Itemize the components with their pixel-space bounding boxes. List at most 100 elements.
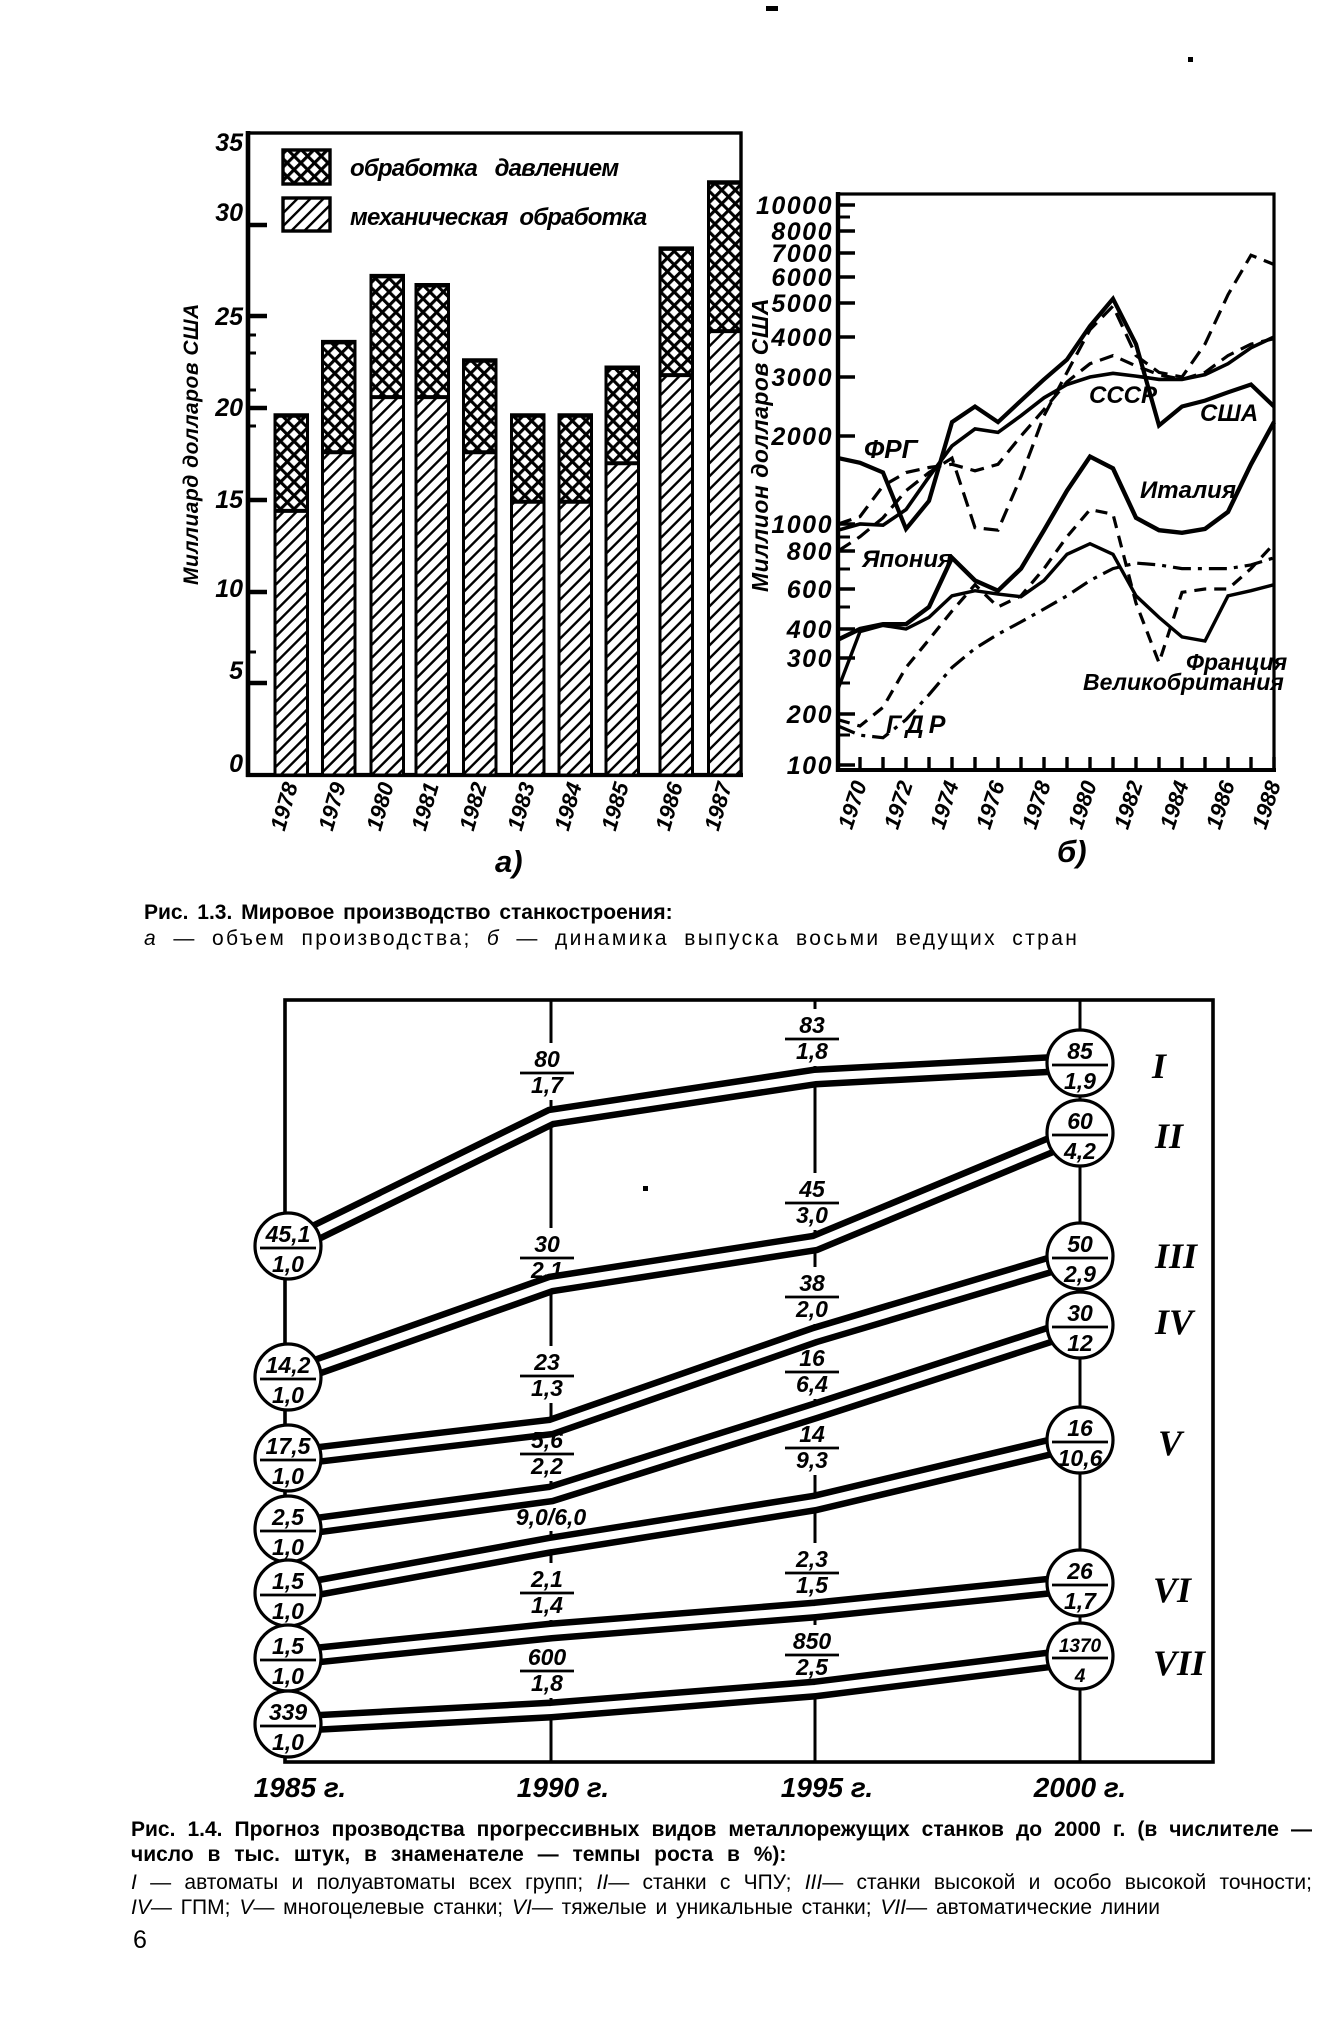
svg-text:100: 100	[787, 752, 833, 780]
svg-text:1978: 1978	[1017, 777, 1056, 832]
svg-text:12: 12	[1067, 1330, 1093, 1356]
svg-text:38: 38	[799, 1270, 825, 1296]
svg-text:9,3: 9,3	[796, 1447, 828, 1473]
svg-text:5: 5	[229, 657, 244, 685]
svg-text:2,1: 2,1	[530, 1257, 563, 1283]
svg-text:3000: 3000	[771, 364, 833, 392]
svg-text:35: 35	[215, 129, 244, 157]
svg-text:1,3: 1,3	[531, 1375, 563, 1401]
svg-text:1,0: 1,0	[272, 1534, 304, 1560]
svg-text:16: 16	[799, 1345, 825, 1371]
svg-text:7000: 7000	[771, 240, 833, 268]
svg-text:1,4: 1,4	[531, 1592, 563, 1618]
svg-text:1986: 1986	[1201, 777, 1240, 832]
svg-text:1979: 1979	[313, 779, 351, 834]
svg-text:26: 26	[1066, 1558, 1093, 1584]
svg-text:2,5: 2,5	[271, 1504, 305, 1530]
svg-text:1,0: 1,0	[272, 1598, 304, 1624]
svg-text:Япония: Япония	[861, 546, 952, 573]
svg-text:1,0: 1,0	[272, 1463, 304, 1489]
svg-text:США: США	[1200, 400, 1258, 427]
svg-text:4,2: 4,2	[1063, 1138, 1096, 1164]
svg-text:IV: IV	[1154, 1302, 1196, 1342]
svg-text:III: III	[1154, 1236, 1199, 1276]
svg-text:3,0: 3,0	[796, 1202, 828, 1228]
svg-text:Миллион долларов США: Миллион долларов США	[747, 298, 773, 592]
svg-text:2,3: 2,3	[795, 1546, 828, 1572]
svg-text:20: 20	[214, 394, 243, 422]
svg-text:600: 600	[787, 576, 833, 604]
svg-text:Франция: Франция	[1186, 649, 1288, 675]
svg-text:6000: 6000	[771, 264, 833, 292]
svg-text:1986: 1986	[650, 779, 688, 834]
svg-text:8000: 8000	[771, 218, 833, 246]
svg-text:1987: 1987	[699, 778, 737, 834]
svg-text:1,5: 1,5	[796, 1572, 829, 1598]
svg-text:6,4: 6,4	[796, 1371, 828, 1397]
svg-text:600: 600	[528, 1644, 567, 1670]
svg-text:1,0: 1,0	[272, 1729, 304, 1755]
svg-text:1980: 1980	[1063, 777, 1102, 832]
svg-text:17,5: 17,5	[266, 1433, 312, 1459]
svg-text:1980: 1980	[361, 779, 399, 834]
svg-text:300: 300	[787, 645, 833, 673]
svg-text:Италия: Италия	[1140, 477, 1236, 504]
svg-text:14: 14	[799, 1421, 825, 1447]
svg-text:Миллиард долларов США: Миллиард долларов США	[180, 303, 203, 585]
svg-text:1983: 1983	[502, 779, 540, 833]
svg-text:30: 30	[215, 199, 243, 227]
svg-text:1985: 1985	[596, 779, 634, 834]
svg-text:2,5: 2,5	[795, 1654, 829, 1680]
svg-text:1976: 1976	[971, 777, 1010, 832]
svg-text:10000: 10000	[756, 192, 833, 220]
svg-text:1,0: 1,0	[272, 1382, 304, 1408]
svg-text:VI: VI	[1153, 1570, 1193, 1610]
svg-text:1972: 1972	[879, 777, 918, 832]
svg-text:50: 50	[1067, 1231, 1093, 1257]
svg-text:83: 83	[799, 1012, 825, 1038]
svg-text:14,2: 14,2	[266, 1352, 311, 1378]
svg-text:1985 г.: 1985 г.	[254, 1772, 346, 1803]
svg-text:30: 30	[1067, 1300, 1093, 1326]
svg-text:1,0: 1,0	[272, 1251, 304, 1277]
svg-text:1982: 1982	[1109, 777, 1148, 832]
svg-text:II: II	[1154, 1116, 1185, 1156]
svg-text:339: 339	[269, 1699, 308, 1725]
svg-text:4: 4	[1074, 1666, 1086, 1687]
svg-text:1981: 1981	[406, 779, 444, 833]
svg-text:2000: 2000	[770, 423, 833, 451]
svg-text:1,5: 1,5	[272, 1568, 305, 1594]
svg-text:1,9: 1,9	[1064, 1068, 1096, 1094]
svg-text:1,7: 1,7	[531, 1072, 564, 1098]
svg-text:I: I	[1151, 1046, 1168, 1086]
svg-text:25: 25	[214, 303, 244, 331]
svg-text:850: 850	[793, 1628, 832, 1654]
svg-text:ГДР: ГДР	[886, 711, 950, 739]
svg-text:2000 г.: 2000 г.	[1033, 1772, 1126, 1803]
svg-text:VII: VII	[1153, 1643, 1207, 1683]
svg-text:80: 80	[534, 1046, 560, 1072]
svg-text:1974: 1974	[925, 778, 964, 832]
svg-text:V: V	[1158, 1423, 1185, 1463]
svg-text:Великобритания: Великобритания	[1083, 669, 1284, 695]
svg-text:0: 0	[229, 750, 243, 778]
svg-text:400: 400	[786, 616, 833, 644]
svg-text:5,6: 5,6	[531, 1427, 563, 1453]
svg-text:16: 16	[1067, 1415, 1093, 1441]
svg-text:1,8: 1,8	[796, 1038, 828, 1064]
svg-text:1,0: 1,0	[272, 1663, 304, 1689]
svg-text:2,9: 2,9	[1063, 1261, 1096, 1287]
svg-text:а): а)	[495, 844, 523, 879]
svg-text:1990 г.: 1990 г.	[517, 1772, 609, 1803]
svg-text:1,8: 1,8	[531, 1670, 563, 1696]
svg-text:5000: 5000	[771, 290, 833, 318]
svg-text:1370: 1370	[1059, 1636, 1102, 1657]
svg-text:45: 45	[798, 1176, 826, 1202]
svg-text:60: 60	[1067, 1108, 1093, 1134]
svg-text:СССР: СССР	[1089, 382, 1158, 409]
svg-text:45,1: 45,1	[265, 1221, 311, 1247]
svg-text:ФРГ: ФРГ	[864, 434, 919, 464]
svg-text:1982: 1982	[454, 779, 492, 834]
svg-text:обработка давлением: обработка давлением	[350, 155, 619, 182]
svg-text:1984: 1984	[549, 779, 587, 833]
